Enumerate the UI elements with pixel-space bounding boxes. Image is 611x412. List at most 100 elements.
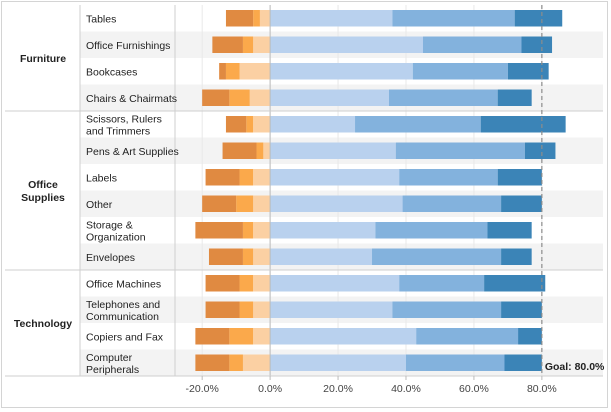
bar-negative-1[interactable]: [239, 63, 271, 80]
bar-positive-1[interactable]: [270, 222, 376, 239]
bar-negative-3[interactable]: [208, 248, 243, 266]
bar-negative-3[interactable]: [222, 142, 257, 160]
bar-positive-2[interactable]: [405, 354, 505, 372]
bar-negative-3[interactable]: [225, 116, 247, 133]
category-label: Telephones and Communication: [86, 299, 160, 323]
bar-positive-2[interactable]: [395, 142, 525, 160]
x-tick-label: 80.0%: [527, 383, 557, 395]
bar-negative-3[interactable]: [205, 275, 240, 292]
bar-negative-2[interactable]: [242, 248, 254, 266]
bar-negative-3[interactable]: [212, 36, 243, 54]
bar-positive-3[interactable]: [480, 116, 566, 133]
bar-negative-2[interactable]: [229, 328, 254, 345]
bar-negative-1[interactable]: [253, 248, 271, 266]
bar-positive-2[interactable]: [372, 248, 502, 266]
bar-positive-1[interactable]: [270, 63, 413, 80]
group-label: Furniture: [20, 53, 66, 65]
bar-positive-3[interactable]: [524, 142, 556, 160]
x-tick-label: 40.0%: [391, 383, 421, 395]
bar-positive-2[interactable]: [422, 36, 522, 54]
bar-positive-1[interactable]: [270, 275, 400, 292]
bar-positive-1[interactable]: [270, 10, 393, 27]
bar-negative-1[interactable]: [253, 36, 271, 54]
bar-positive-1[interactable]: [270, 89, 389, 107]
bar-negative-1[interactable]: [253, 328, 271, 345]
category-label: Computer Peripherals: [86, 352, 139, 376]
bar-positive-2[interactable]: [399, 169, 498, 186]
bar-negative-3[interactable]: [195, 222, 243, 239]
bar-negative-1[interactable]: [242, 354, 271, 372]
category-label: Copiers and Fax: [86, 331, 164, 343]
bar-negative-3[interactable]: [205, 301, 240, 319]
bar-negative-3[interactable]: [195, 354, 230, 372]
bar-positive-3[interactable]: [487, 222, 532, 239]
bar-negative-2[interactable]: [229, 89, 250, 107]
bar-positive-2[interactable]: [412, 63, 508, 80]
bar-positive-3[interactable]: [504, 354, 542, 372]
bar-positive-1[interactable]: [270, 248, 373, 266]
bar-negative-3[interactable]: [225, 10, 254, 27]
bar-positive-2[interactable]: [392, 301, 502, 319]
bar-negative-2[interactable]: [229, 354, 243, 372]
bar-positive-2[interactable]: [392, 10, 515, 27]
bar-positive-1[interactable]: [270, 36, 423, 54]
bar-negative-1[interactable]: [249, 89, 271, 107]
bar-negative-2[interactable]: [239, 275, 254, 292]
bar-negative-3[interactable]: [205, 169, 240, 186]
bar-negative-2[interactable]: [236, 195, 254, 213]
bar-positive-1[interactable]: [270, 142, 396, 160]
bar-positive-3[interactable]: [484, 275, 546, 292]
bar-positive-3[interactable]: [518, 328, 542, 345]
bar-negative-2[interactable]: [239, 301, 254, 319]
bar-negative-2[interactable]: [239, 169, 254, 186]
bar-negative-1[interactable]: [253, 275, 271, 292]
bar-positive-1[interactable]: [270, 116, 356, 133]
bar-negative-1[interactable]: [253, 169, 271, 186]
bar-negative-1[interactable]: [253, 116, 271, 133]
bar-positive-3[interactable]: [497, 169, 542, 186]
bar-positive-1[interactable]: [270, 195, 403, 213]
bar-negative-3[interactable]: [202, 89, 230, 107]
bar-positive-3[interactable]: [514, 10, 563, 27]
category-label: Chairs & Chairmats: [86, 93, 177, 105]
category-label: Storage & Organization: [86, 219, 146, 243]
category-label: Labels: [86, 172, 117, 184]
x-tick-label: 0.0%: [258, 383, 282, 395]
bar-negative-2[interactable]: [242, 36, 254, 54]
bar-negative-1[interactable]: [253, 195, 271, 213]
bar-positive-3[interactable]: [521, 36, 553, 54]
bar-negative-2[interactable]: [225, 63, 240, 80]
bar-positive-3[interactable]: [501, 195, 542, 213]
bar-positive-2[interactable]: [355, 116, 481, 133]
category-label: Envelopes: [86, 252, 135, 264]
bar-positive-2[interactable]: [416, 328, 519, 345]
bar-negative-1[interactable]: [263, 142, 271, 160]
bar-positive-1[interactable]: [270, 301, 393, 319]
bar-positive-2[interactable]: [402, 195, 502, 213]
bar-negative-2[interactable]: [256, 142, 264, 160]
bar-positive-2[interactable]: [375, 222, 488, 239]
bar-negative-2[interactable]: [253, 10, 260, 27]
bar-positive-2[interactable]: [389, 89, 498, 107]
bar-positive-3[interactable]: [501, 301, 542, 319]
bar-positive-3[interactable]: [497, 89, 532, 107]
bar-negative-3[interactable]: [219, 63, 226, 80]
bar-negative-3[interactable]: [202, 195, 237, 213]
group-label: Technology: [14, 318, 72, 330]
bar-positive-1[interactable]: [270, 328, 417, 345]
category-label: Other: [86, 199, 113, 211]
bar-positive-2[interactable]: [399, 275, 485, 292]
bar-negative-2[interactable]: [242, 222, 254, 239]
x-tick-label: 60.0%: [459, 383, 489, 395]
bar-positive-1[interactable]: [270, 169, 400, 186]
bar-negative-1[interactable]: [253, 301, 271, 319]
bar-positive-1[interactable]: [270, 354, 406, 372]
bar-negative-1[interactable]: [253, 222, 271, 239]
bar-positive-3[interactable]: [507, 63, 549, 80]
bar-negative-3[interactable]: [195, 328, 230, 345]
bar-negative-2[interactable]: [246, 116, 254, 133]
bar-negative-1[interactable]: [259, 10, 271, 27]
bar-positive-3[interactable]: [501, 248, 532, 266]
